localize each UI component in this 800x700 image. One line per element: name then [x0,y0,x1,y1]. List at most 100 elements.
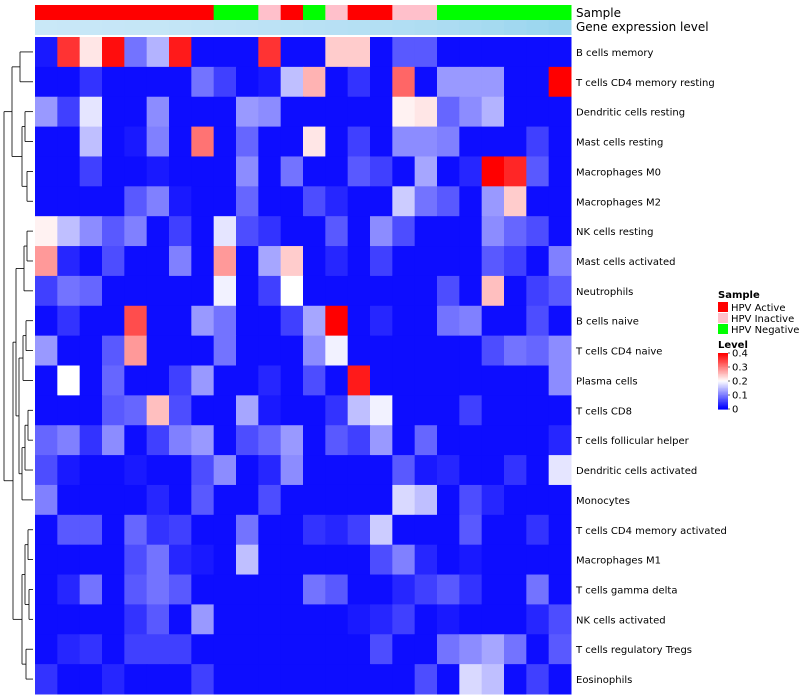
heatmap-cell [548,425,572,456]
heatmap-cell [437,305,460,337]
heatmap-cell [481,126,505,157]
heatmap-cell [146,484,170,516]
heatmap-cell [169,425,192,456]
heatmap-cell [548,37,572,68]
heatmap-cell [102,634,125,665]
heatmap-cell [459,305,483,337]
heatmap-cell [79,216,103,247]
heatmap-cell [191,664,215,695]
heatmap-cell [303,275,326,307]
heatmap-cell [258,335,282,366]
heatmap-cell [437,634,460,665]
heatmap-cell [526,634,550,665]
heatmap-cell [548,365,572,396]
heatmap-cell [102,455,125,486]
heatmap-cell [325,455,349,486]
heatmap-cell [548,126,572,157]
heatmap-cell [459,275,483,307]
heatmap-cell [35,604,58,635]
heatmap-cell [213,186,237,217]
sample-annotation-cell [258,5,282,20]
heatmap-cell [79,395,103,426]
heatmap-cell [236,484,259,516]
heatmap-cell [169,544,192,576]
heatmap-cell [370,365,393,396]
row-label: B cells memory [576,48,653,59]
heatmap-cell [414,126,438,157]
heatmap-cell [526,216,550,247]
level-legend-title: Level [718,340,748,351]
heatmap-cell [526,126,550,157]
heatmap-cell [548,664,572,695]
heatmap-cell [548,246,572,277]
heatmap-cell [35,634,58,665]
heatmap-cell [169,514,192,546]
row-label: Eosinophils [576,675,632,686]
heatmap-cell [280,335,304,366]
heatmap-cell [548,574,572,605]
heatmap-cell [481,66,505,98]
heatmap-cell [191,96,215,128]
row-label: Dendritic cells activated [576,466,697,477]
heatmap-cell [481,514,505,546]
heatmap-cell [280,216,304,247]
heatmap-cell [79,664,103,695]
heatmap-cell [213,664,237,695]
heatmap-cell [481,484,505,516]
heatmap-cell [35,37,58,68]
heatmap-cell [481,425,505,456]
level-legend-gradient [718,353,728,355]
heatmap-cell [414,37,438,68]
heatmap-cell [57,37,81,68]
heatmap-cell [124,544,148,576]
heatmap-cell [504,574,527,605]
level-legend-gradient [718,393,728,396]
heatmap-cell [79,455,103,486]
heatmap-cell [392,395,416,426]
heatmap-cell [437,365,460,396]
heatmap-cell [325,216,349,247]
heatmap-cell [370,664,393,695]
heatmap-cell [548,335,572,366]
heatmap-cell [57,275,81,307]
heatmap-cell [459,37,483,68]
heatmap-cell [35,275,58,307]
heatmap-cell [191,275,215,307]
heatmap-cell [548,544,572,576]
sample-annotation-label: Sample [576,6,621,20]
heatmap-cell [526,66,550,98]
heatmap-cell [370,37,393,68]
heatmap-cell [437,395,460,426]
heatmap-cell [102,37,125,68]
heatmap-cell [124,96,148,128]
heatmap-cell [414,275,438,307]
heatmap-cell [347,634,371,665]
heatmap-cell [169,96,192,128]
heatmap-cell [169,335,192,366]
heatmap-cell [258,425,282,456]
heatmap-cell [213,365,237,396]
heatmap-cell [459,634,483,665]
heatmap-cell [504,514,527,546]
heatmap-cell [191,455,215,486]
heatmap-cell [370,604,393,635]
heatmap-cell [325,186,349,217]
heatmap-cell [280,634,304,665]
heatmap-cell [280,305,304,337]
level-legend-gradient [718,368,728,371]
heatmap-cell [504,544,527,576]
row-label: T cells CD4 memory resting [575,78,715,89]
heatmap-cell [146,156,170,187]
heatmap-cell [146,604,170,635]
heatmap-cell [392,604,416,635]
level-legend-tick-label: 0.2 [732,377,748,388]
heatmap-cell [57,514,81,546]
row-label: T cells regulatory Tregs [575,645,692,656]
heatmap-cell [280,37,304,68]
heatmap-cell [57,305,81,337]
heatmap-cell [102,664,125,695]
heatmap-cell [481,365,505,396]
heatmap-cell [526,484,550,516]
heatmap-cell [258,156,282,187]
heatmap-cell [213,66,237,98]
